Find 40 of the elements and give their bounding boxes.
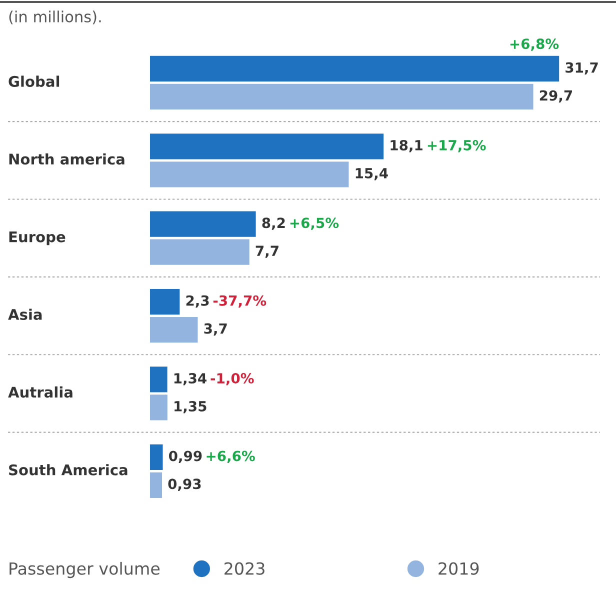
bar <box>150 444 163 470</box>
y-tick-label: Autralia <box>8 386 72 398</box>
data-label: 2,3 <box>186 295 209 308</box>
data-label: 15,4 <box>356 168 388 180</box>
bar <box>150 211 256 237</box>
legend-title: Passenger volume <box>10 562 160 578</box>
y-tick-label: South America <box>9 464 128 476</box>
legend-label: 2019 <box>438 562 479 575</box>
data-label: 0,93 <box>168 478 201 491</box>
bar <box>150 394 168 420</box>
data-label: 31,7 <box>566 62 598 75</box>
y-tick-label: Europe <box>9 231 66 246</box>
bar <box>150 134 384 160</box>
bar <box>150 316 198 343</box>
data-label: 8,2 <box>262 218 285 230</box>
bar <box>150 472 162 498</box>
legend-label: 2023 <box>224 562 264 575</box>
bar <box>150 84 534 110</box>
bar <box>150 56 560 82</box>
bar <box>150 288 180 315</box>
data-label: 7,7 <box>256 246 278 258</box>
y-tick-label: Global <box>8 76 60 87</box>
annotation: -37,7% <box>213 295 266 308</box>
annotation: +6,6% <box>206 450 255 463</box>
annotation: +6,5% <box>290 218 339 230</box>
annotation: +6,8% <box>510 38 559 51</box>
bar <box>150 366 168 392</box>
data-label: 18,1 <box>390 140 422 152</box>
bar <box>150 162 349 188</box>
y-tick-label: Asia <box>8 308 42 320</box>
chart-title: (in millions). <box>9 10 101 24</box>
data-label: 1,35 <box>174 400 206 414</box>
y-tick-label: North america <box>9 153 124 165</box>
bar <box>150 239 250 265</box>
data-label: 3,7 <box>204 323 227 336</box>
annotation: -1,0% <box>210 373 254 386</box>
data-label: 1,34 <box>174 373 206 386</box>
data-label: 0,99 <box>168 450 202 463</box>
data-label: 29,7 <box>540 90 572 103</box>
annotation: +17,5% <box>428 140 486 152</box>
